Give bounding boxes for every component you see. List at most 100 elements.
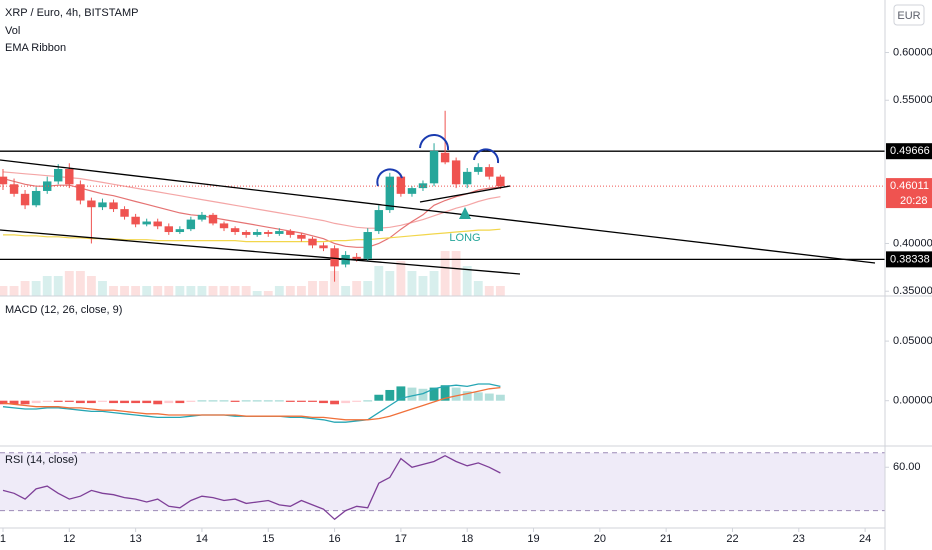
trendline xyxy=(0,159,876,264)
volume-bar xyxy=(440,251,450,296)
ema-line xyxy=(2,171,501,229)
candle-body xyxy=(352,256,361,259)
volume-bar xyxy=(175,286,185,296)
candle-body xyxy=(219,223,229,229)
candle-body xyxy=(54,169,63,182)
macd-histogram-bar xyxy=(429,387,439,401)
macd-histogram-bar xyxy=(219,400,229,402)
indicator-label: Vol xyxy=(5,25,20,37)
candle-body xyxy=(186,219,196,230)
volume-bar xyxy=(429,271,439,296)
macd-histogram-bar xyxy=(42,400,52,402)
volume-bar xyxy=(319,281,328,296)
x-tick-label: 21 xyxy=(660,533,672,545)
macd-histogram-bar xyxy=(230,400,240,402)
macd-histogram-bar xyxy=(20,400,30,405)
x-tick-label: 12 xyxy=(63,533,75,545)
volume-bar xyxy=(285,286,295,296)
volume-bar xyxy=(418,276,428,296)
macd-histogram-bar xyxy=(296,400,306,402)
candle-body xyxy=(43,181,52,191)
currency-label[interactable]: EUR xyxy=(897,10,920,22)
volume-bar xyxy=(9,286,19,296)
volume-bar xyxy=(396,261,406,296)
volume-bar xyxy=(31,281,41,296)
candle-body xyxy=(208,214,218,224)
price-label: 0.38338 xyxy=(890,253,930,265)
volume-bar xyxy=(0,286,8,296)
macd-histogram-bar xyxy=(0,400,8,405)
volume-bar xyxy=(495,286,505,296)
macd-histogram-bar xyxy=(462,391,472,401)
candle-body xyxy=(197,214,207,220)
candle-body xyxy=(87,200,96,208)
x-tick-label: 14 xyxy=(196,533,208,545)
y-tick-label: 0.35000 xyxy=(893,285,932,297)
candle-body xyxy=(252,232,262,235)
volume-bar xyxy=(241,286,251,296)
indicator-label: EMA Ribbon xyxy=(5,42,66,54)
candle-body xyxy=(109,202,118,210)
currency-button[interactable] xyxy=(893,4,925,26)
last-price-label: 0.46011 xyxy=(890,180,929,192)
macd-histogram-bar xyxy=(352,400,362,402)
macd-histogram-bar xyxy=(396,386,406,401)
volume-bar xyxy=(153,286,163,296)
candle-body xyxy=(275,231,284,234)
candle-body xyxy=(175,229,185,233)
candle-body xyxy=(451,160,461,185)
candle-body xyxy=(462,171,472,185)
macd-histogram-bar xyxy=(308,400,317,402)
volume-bar xyxy=(20,281,30,296)
rsi-line xyxy=(2,454,501,521)
x-tick-label: 19 xyxy=(527,533,539,545)
volume-bar xyxy=(484,286,494,296)
price-label: 0.49666 xyxy=(890,145,930,157)
macd-histogram-bar xyxy=(407,387,417,401)
macd-histogram-bar xyxy=(98,400,107,402)
macd-histogram-bar xyxy=(120,400,129,404)
volume-bar xyxy=(53,276,63,296)
volume-bar xyxy=(164,286,174,296)
volume-bar xyxy=(186,286,196,296)
price-label-box xyxy=(886,143,932,160)
y-tick-label: 0.00000 xyxy=(893,395,932,407)
volume-bar xyxy=(296,286,306,296)
neckline xyxy=(419,185,511,203)
x-tick-label: 24 xyxy=(859,533,871,545)
candle-body xyxy=(164,226,173,233)
rsi-band xyxy=(0,452,885,511)
volume-bar xyxy=(274,286,284,296)
macd-histogram-bar xyxy=(385,389,395,401)
volume-bar xyxy=(64,271,74,296)
candle-body xyxy=(319,245,328,249)
head-arc xyxy=(419,133,450,151)
candle-body xyxy=(418,183,428,189)
macd-histogram-bar xyxy=(363,400,373,402)
ema-line xyxy=(3,228,501,243)
volume-bar xyxy=(98,281,107,296)
x-tick-label: 15 xyxy=(262,533,274,545)
macd-histogram-bar xyxy=(495,394,505,401)
candle-body xyxy=(440,152,450,163)
ema-line xyxy=(2,178,501,248)
volume-bar xyxy=(131,286,141,296)
countdown: 20:28 xyxy=(900,195,928,207)
y-tick-label: 0.55000 xyxy=(893,94,932,106)
candle-body xyxy=(407,188,417,194)
volume-bar xyxy=(120,286,129,296)
candle-body xyxy=(363,232,372,259)
shoulder-arc xyxy=(376,168,403,187)
candle-body xyxy=(131,216,140,225)
candle-body xyxy=(98,202,107,208)
macd-histogram-bar xyxy=(440,385,450,401)
macd-histogram-bar xyxy=(142,400,152,404)
macd-histogram-bar xyxy=(175,400,185,404)
volume-bar xyxy=(230,286,240,296)
y-tick-label: 0.60000 xyxy=(893,46,932,58)
macd-line xyxy=(2,386,501,421)
volume-bar xyxy=(363,281,373,296)
candle-body xyxy=(264,232,273,234)
volume-bar xyxy=(473,281,483,296)
x-tick-label: 17 xyxy=(395,533,407,545)
